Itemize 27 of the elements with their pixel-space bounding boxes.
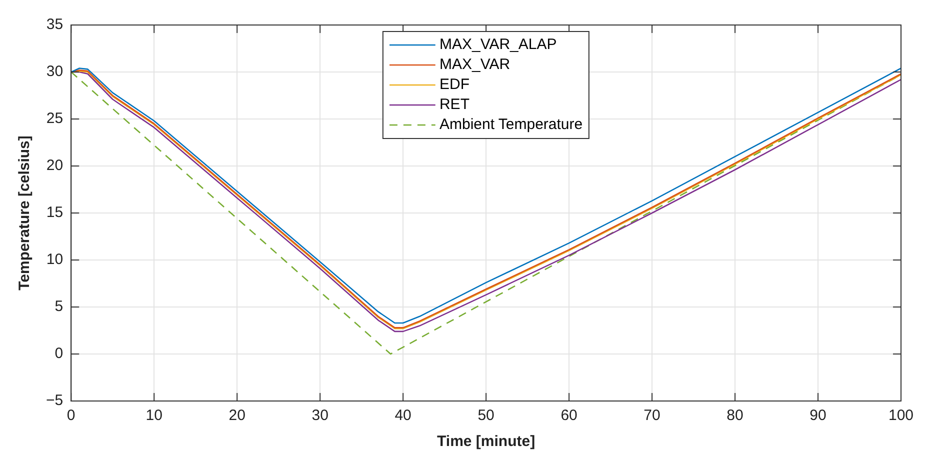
x-tick-label: 20 (228, 407, 246, 424)
legend-label: RET (439, 95, 470, 115)
x-tick-label: 70 (644, 407, 660, 424)
x-tick-label: 60 (560, 407, 578, 424)
y-tick-label: 5 (54, 298, 64, 316)
legend-label: MAX_VAR (439, 55, 510, 75)
y-tick-label: 20 (46, 157, 64, 174)
legend-label: MAX_VAR_ALAP (439, 35, 557, 55)
legend-label: Ambient Temperature (439, 115, 583, 135)
y-tick-label: −5 (46, 392, 64, 410)
y-tick-label: 30 (46, 63, 64, 80)
x-tick-label: 50 (478, 407, 494, 424)
legend-label: EDF (439, 75, 470, 95)
y-tick-label: 35 (46, 16, 64, 34)
x-tick-label: 80 (726, 407, 744, 424)
y-tick-label: 25 (46, 110, 64, 128)
y-axis-title: Temperature [celsius] (16, 136, 34, 290)
x-tick-label: 30 (312, 407, 328, 424)
x-tick-label: 90 (810, 407, 826, 424)
x-tick-label: 40 (394, 407, 412, 424)
x-tick-label: 0 (66, 407, 76, 424)
y-tick-label: 0 (54, 345, 64, 362)
x-tick-label: 100 (888, 407, 914, 424)
y-tick-label: 15 (46, 204, 64, 222)
y-tick-label: 10 (46, 251, 64, 268)
x-tick-label: 10 (146, 407, 162, 424)
x-axis-title: Time [minute] (437, 433, 536, 450)
